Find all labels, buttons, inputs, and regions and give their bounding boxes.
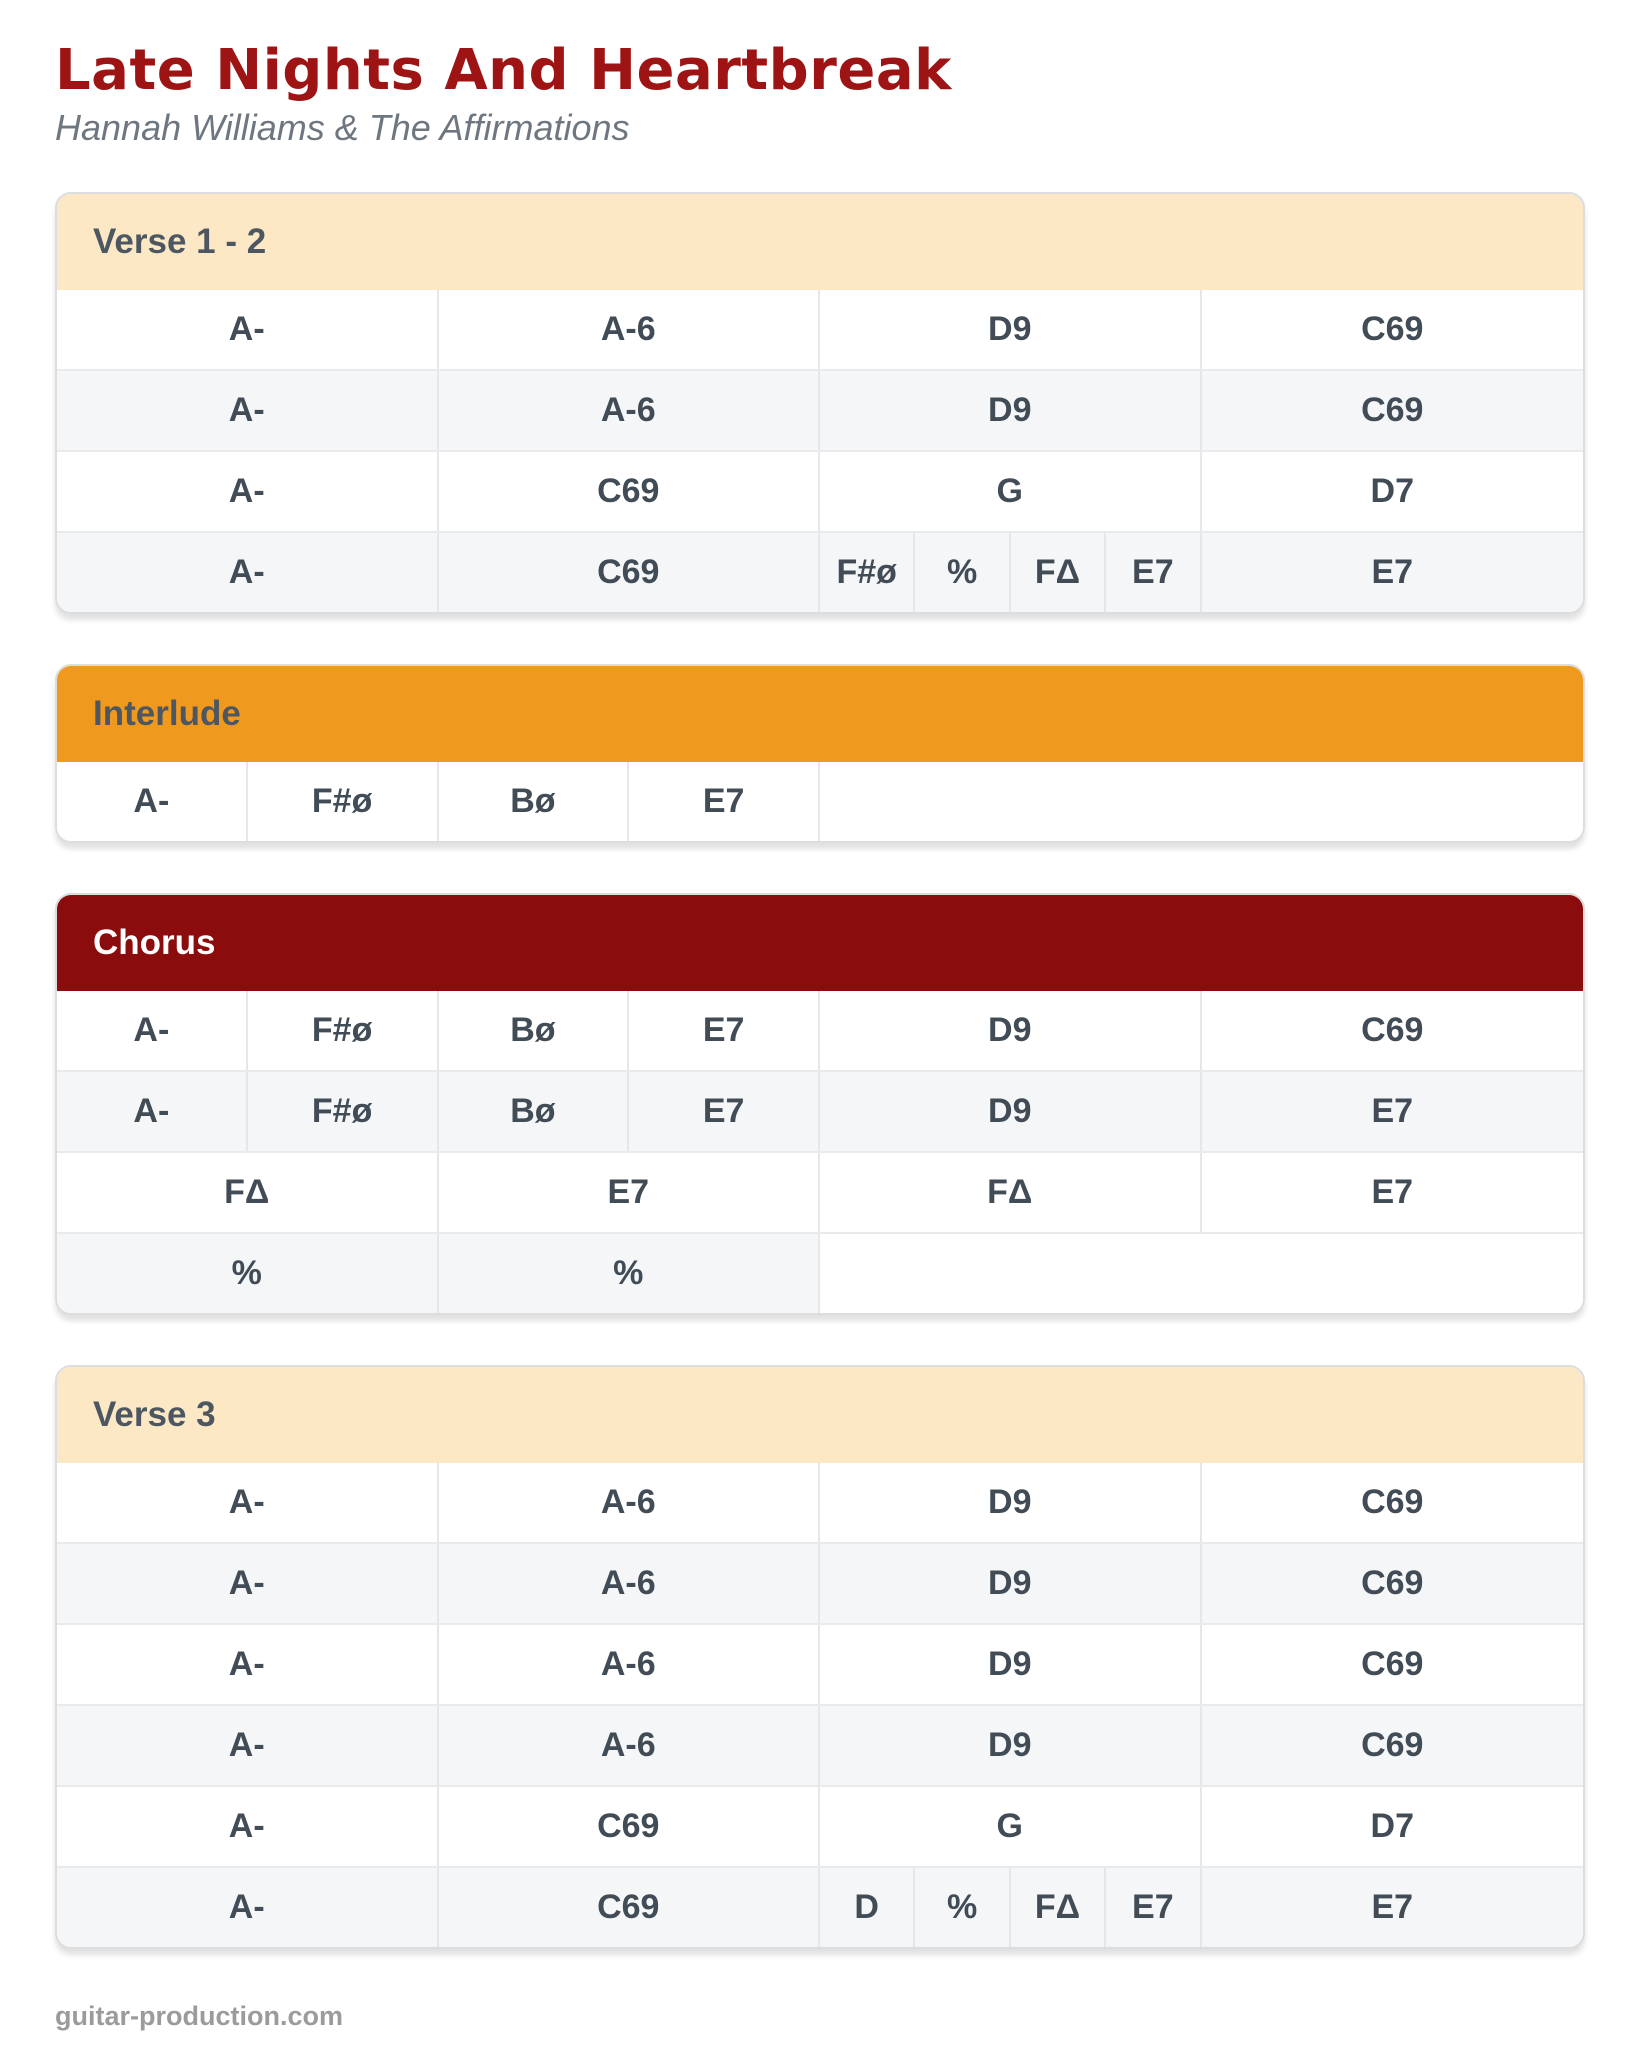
chord-row: A- F#ø Bø E7 D9 E7 xyxy=(57,1070,1583,1152)
chord-cell: F#ø xyxy=(247,1072,439,1152)
chord-cell: G xyxy=(820,452,1202,532)
song-title: Late Nights And Heartbreak xyxy=(55,38,952,103)
empty-cell xyxy=(820,1234,1583,1314)
chord-cell: E7 xyxy=(629,762,820,842)
chord-cell: D9 xyxy=(820,1544,1202,1624)
chord-cell: E7 xyxy=(1106,533,1202,613)
chord-cell: A-6 xyxy=(438,1706,820,1786)
chord-cell: FΔ xyxy=(1010,1868,1107,1948)
chord-row: A- C69 F#ø% FΔ E7 E7 xyxy=(57,531,1583,613)
chord-cell: E7 xyxy=(1201,1868,1583,1948)
chord-cell: D xyxy=(820,1868,916,1948)
chord-cell: Bø xyxy=(438,991,630,1071)
chord-row: A- F#ø Bø E7 D9 C69 xyxy=(57,991,1583,1071)
chord-cell: A- xyxy=(57,762,248,842)
chord-cell: D7 xyxy=(1201,1787,1583,1867)
sections-container: Verse 1 - 2 A- A-6 D9 C69 A- A-6 D9 C69 A- C69 G D7 A… xyxy=(55,192,1585,1950)
chord-cell: E7 xyxy=(1201,1153,1583,1233)
section-card-chorus: Chorus A- F#ø Bø E7 D9 C69 A- F#ø Bø E7 D9 E7 FΔ E7 FΔ E… xyxy=(55,893,1585,1316)
chord-cell: E7 xyxy=(1201,533,1583,613)
chord-cell: D9 xyxy=(820,1625,1202,1705)
chord-cell: Bø xyxy=(438,1072,630,1152)
chord-cell: A- xyxy=(57,1706,439,1786)
section-header-verse-1-2: Verse 1 - 2 xyxy=(57,194,1583,291)
chord-cell: A- xyxy=(57,452,439,532)
chord-row: A- C69 G D7 xyxy=(57,1785,1583,1867)
chord-cell: FΔ xyxy=(820,1153,1202,1233)
chord-row: A- A-6 D9 C69 xyxy=(57,1542,1583,1624)
chord-cell: C69 xyxy=(438,1787,820,1867)
chord-cell: A- xyxy=(57,371,439,451)
chord-cell: C69 xyxy=(438,533,820,613)
chord-row: A- A-6 D9 C69 xyxy=(57,1704,1583,1786)
chord-cell: C69 xyxy=(1201,1625,1583,1705)
chord-cell: FΔ xyxy=(1010,533,1107,613)
chord-cell: E7 xyxy=(438,1153,820,1233)
chord-cell: D9 xyxy=(820,1463,1202,1543)
chord-cell: F#ø xyxy=(247,762,439,842)
chord-cell: E7 xyxy=(629,991,820,1071)
chord-cell: A- xyxy=(57,1072,248,1152)
chord-cell: C69 xyxy=(1201,1706,1583,1786)
chord-cell: % xyxy=(57,1234,439,1314)
chord-cell: FΔ xyxy=(57,1153,439,1233)
chord-cell: D9 xyxy=(820,1072,1202,1152)
chord-row: A- A-6 D9 C69 xyxy=(57,1463,1583,1543)
chord-cell: A- xyxy=(57,1625,439,1705)
chord-cell: C69 xyxy=(1201,290,1583,370)
chord-row: FΔ E7 FΔ E7 xyxy=(57,1151,1583,1233)
chord-cell: A- xyxy=(57,1787,439,1867)
chord-cell: A- xyxy=(57,991,248,1071)
chord-cell: F#ø xyxy=(247,991,439,1071)
chord-cell: E7 xyxy=(1106,1868,1202,1948)
chord-row: %% xyxy=(57,1232,1583,1314)
section-header-verse-3: Verse 3 xyxy=(57,1367,1583,1464)
chord-row: A- A-6 D9 C69 xyxy=(57,290,1583,370)
chord-row: A- F#ø Bø E7 xyxy=(57,762,1583,842)
section-card-interlude: Interlude A- F#ø Bø E7 xyxy=(55,664,1585,844)
chord-row: A- A-6 D9 C69 xyxy=(57,1623,1583,1705)
chord-cell: C69 xyxy=(438,452,820,532)
chord-row: A- C69 G D7 xyxy=(57,450,1583,532)
chord-cell: F#ø xyxy=(820,533,916,613)
chord-cell: A-6 xyxy=(438,371,820,451)
chord-cell: % xyxy=(915,1868,1011,1948)
chord-cell: A-6 xyxy=(438,1463,820,1543)
chord-cell: A-6 xyxy=(438,1625,820,1705)
empty-cell xyxy=(820,762,1583,842)
section-header-chorus: Chorus xyxy=(57,895,1583,992)
section-card-verse-3: Verse 3 A- A-6 D9 C69 A- A-6 D9 C69 A- A-6 D9 C69 A- A… xyxy=(55,1365,1585,1950)
chord-cell: C69 xyxy=(438,1868,820,1948)
chord-cell: E7 xyxy=(629,1072,820,1152)
chord-cell: D9 xyxy=(820,991,1202,1071)
chord-cell: C69 xyxy=(1201,1463,1583,1543)
chord-cell: A- xyxy=(57,1544,439,1624)
artist-name: Hannah Williams & The Affirmations xyxy=(55,106,630,148)
chord-cell: D9 xyxy=(820,371,1202,451)
section-card-verse-1-2: Verse 1 - 2 A- A-6 D9 C69 A- A-6 D9 C69 A- C69 G D7 A… xyxy=(55,192,1585,615)
chord-cell: G xyxy=(820,1787,1202,1867)
chord-cell: A- xyxy=(57,1463,439,1543)
chord-cell: C69 xyxy=(1201,371,1583,451)
chord-cell: Bø xyxy=(438,762,630,842)
chord-cell: % xyxy=(915,533,1011,613)
chord-cell: A-6 xyxy=(438,1544,820,1624)
chord-cell: A- xyxy=(57,290,439,370)
chord-cell: C69 xyxy=(1201,1544,1583,1624)
chord-cell: A-6 xyxy=(438,290,820,370)
chord-cell: D9 xyxy=(820,1706,1202,1786)
chord-cell: D9 xyxy=(820,290,1202,370)
site-credit: guitar-production.com xyxy=(55,2001,343,2032)
chord-cell: A- xyxy=(57,1868,439,1948)
chord-cell: A- xyxy=(57,533,439,613)
chord-row: A- A-6 D9 C69 xyxy=(57,369,1583,451)
section-header-interlude: Interlude xyxy=(57,666,1583,763)
chord-cell: % xyxy=(438,1234,820,1314)
chord-cell: E7 xyxy=(1201,1072,1583,1152)
chord-cell: C69 xyxy=(1201,991,1583,1071)
chord-cell: D7 xyxy=(1201,452,1583,532)
chord-row: A- C69 D% FΔ E7 E7 xyxy=(57,1866,1583,1948)
